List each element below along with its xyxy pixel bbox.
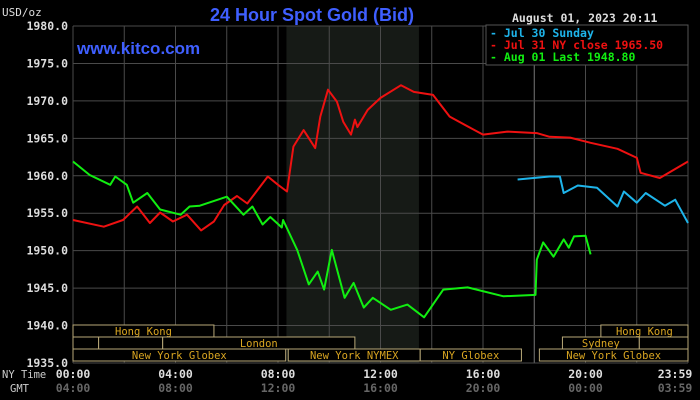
x-tick-gmt: 12:00	[261, 381, 296, 395]
x-tick-ny: 20:00	[568, 367, 603, 381]
session-label: New York Globex	[132, 350, 227, 362]
x-axis-gmt-label: GMT	[10, 383, 30, 395]
x-tick-ny: 16:00	[466, 367, 501, 381]
series-line-jul30	[517, 175, 689, 224]
y-tick-label: 1970.0	[26, 94, 68, 108]
y-tick-label: 1940.0	[26, 319, 68, 333]
x-tick-ny: 08:00	[261, 367, 296, 381]
y-tick-label: 1965.0	[26, 131, 68, 145]
legend-jul30: - Jul 30 Sunday	[490, 26, 594, 40]
series-line-jul31	[72, 84, 689, 232]
x-tick-gmt: 08:00	[158, 381, 193, 395]
y-tick-label: 1960.0	[26, 169, 68, 183]
session-label: Hong Kong	[115, 326, 172, 338]
session-box	[72, 336, 100, 350]
legend: - Jul 30 Sunday - Jul 31 NY close 1965.5…	[485, 24, 689, 66]
x-tick-gmt: 04:00	[56, 381, 91, 395]
legend-jul31: - Jul 31 NY close 1965.50	[490, 38, 663, 52]
chart-title: 24 Hour Spot Gold (Bid)	[210, 5, 414, 25]
x-tick-ny: 23:59	[658, 367, 693, 381]
timestamp: August 01, 2023 20:11	[512, 11, 657, 25]
session-label: New York Globex	[566, 350, 661, 362]
x-tick-gmt: 03:59	[658, 381, 693, 395]
x-tick-ny: 00:00	[56, 367, 91, 381]
site-link[interactable]: www.kitco.com	[76, 39, 200, 58]
y-tick-label: 1945.0	[26, 281, 68, 295]
session-label: Sydney	[582, 338, 620, 350]
session-box	[638, 336, 689, 350]
x-tick-gmt: 16:00	[363, 381, 398, 395]
series-line-aug01	[72, 160, 592, 319]
session-label: Hong Kong	[616, 326, 673, 338]
session-box	[538, 348, 689, 362]
session-box	[98, 336, 164, 350]
x-tick-gmt: 00:00	[568, 381, 603, 395]
y-unit-label: USD/oz	[2, 6, 42, 19]
x-tick-ny: 04:00	[158, 367, 193, 381]
y-tick-label: 1950.0	[26, 244, 68, 258]
y-tick-label: 1935.0	[26, 356, 68, 370]
x-axis-ny-label: NY Time	[2, 369, 46, 381]
session-label: London	[240, 338, 278, 350]
nymex-session-shade	[286, 26, 419, 363]
x-tick-gmt: 20:00	[466, 381, 501, 395]
y-tick-label: 1975.0	[26, 56, 68, 70]
y-tick-label: 1955.0	[26, 206, 68, 220]
session-box	[419, 348, 522, 362]
session-label: New York NYMEX	[310, 350, 399, 362]
session-label: NY Globex	[442, 350, 499, 362]
session-box	[72, 348, 287, 362]
x-tick-ny: 12:00	[363, 367, 398, 381]
y-tick-label: 1980.0	[26, 19, 68, 33]
legend-aug01: - Aug 01 Last 1948.80	[490, 50, 635, 64]
